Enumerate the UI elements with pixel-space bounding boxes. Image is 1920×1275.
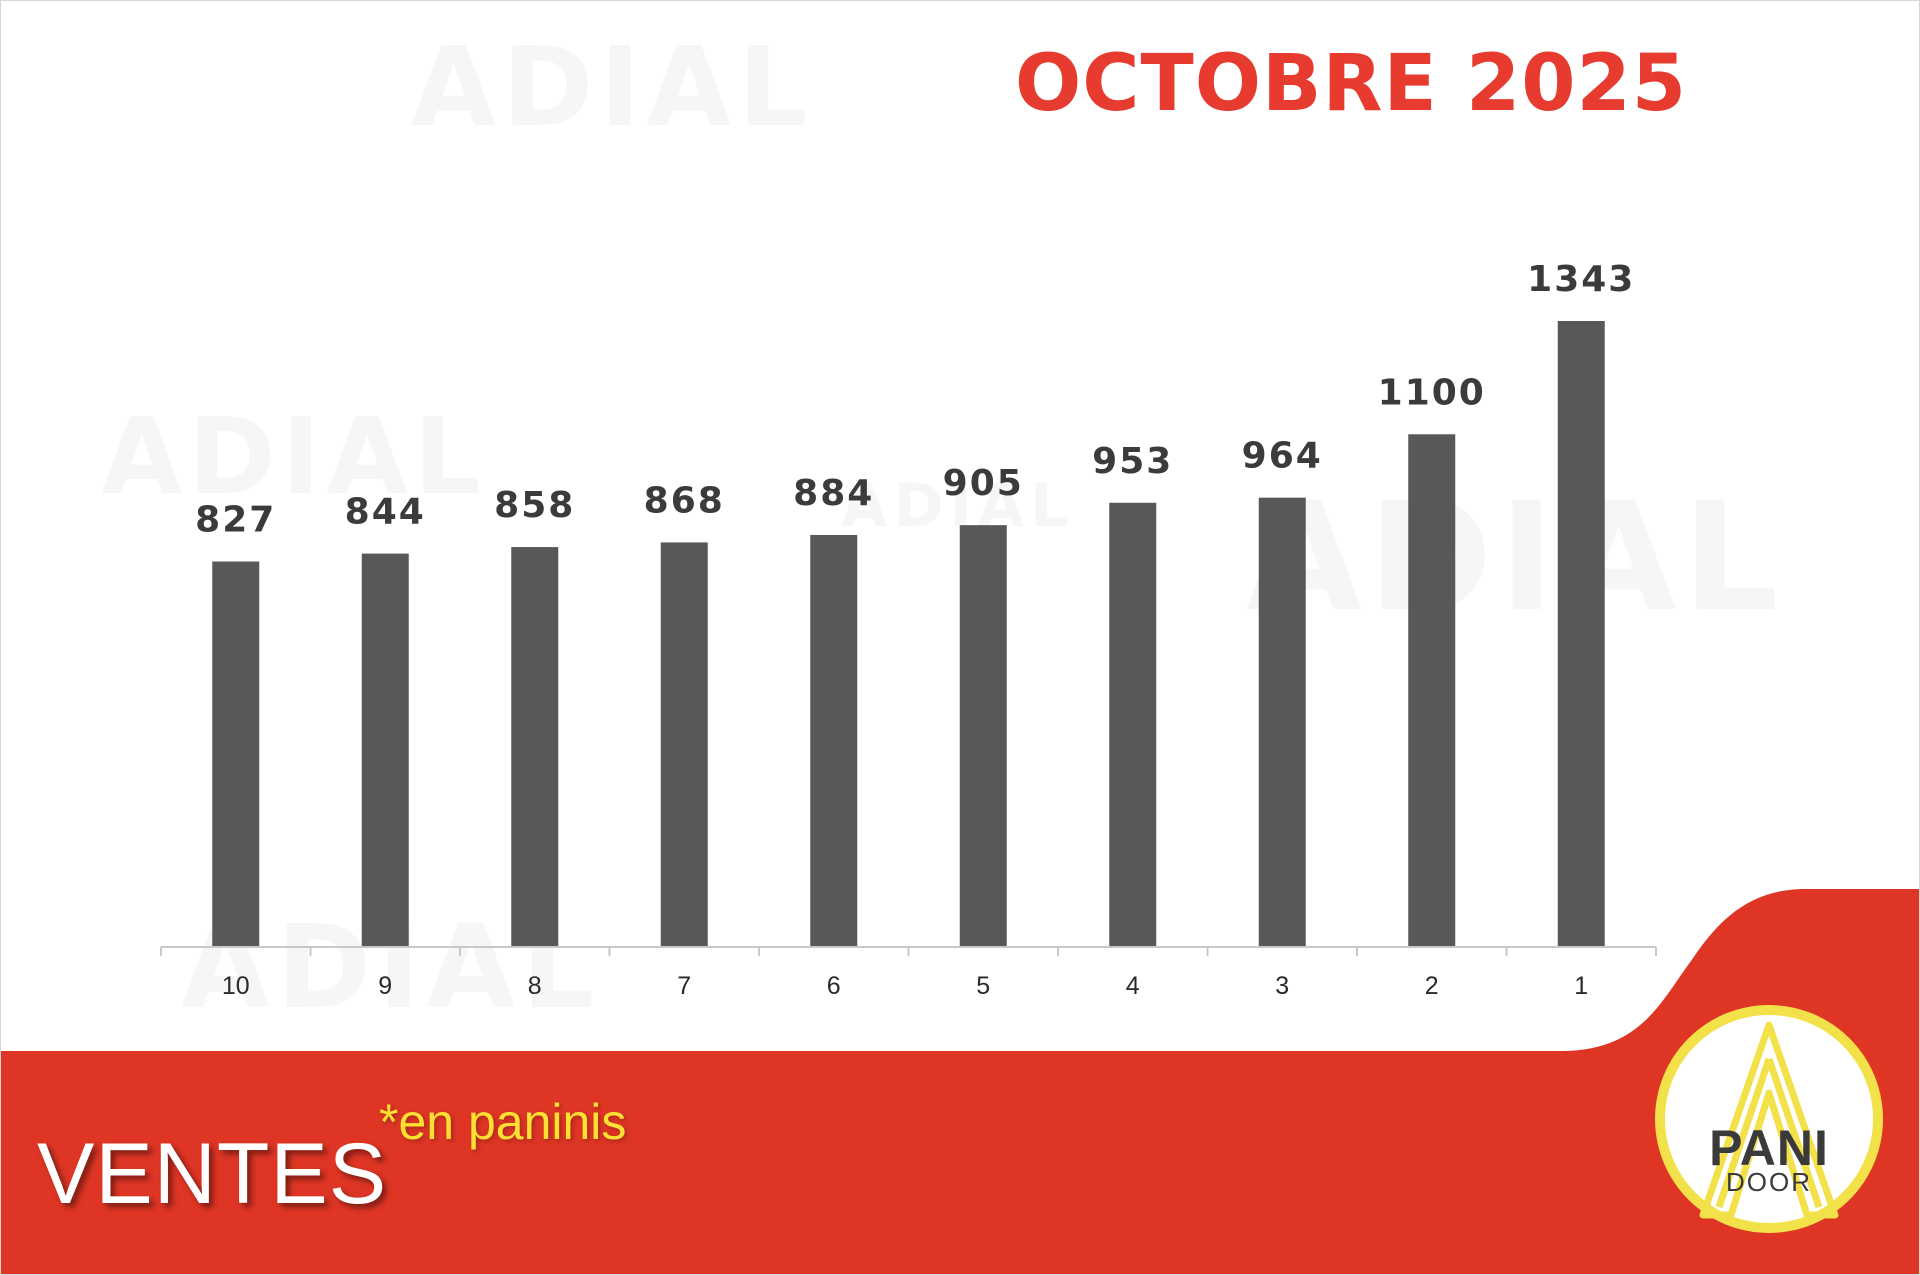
x-tick-label: 3 [1275,972,1289,1000]
x-tick-label: 2 [1425,972,1439,1000]
x-tick-label: 8 [528,972,542,1000]
x-tick-label: 5 [976,972,990,1000]
bar-rank-9 [361,553,409,947]
bar-rank-5 [959,525,1007,947]
bar-rank-3 [1258,497,1306,947]
bar-rank-2 [1408,434,1456,947]
x-tick-label: 6 [827,972,841,1000]
data-label: 905 [943,463,1024,504]
ventes-label: VENTES [37,1126,388,1222]
bar-rank-8 [511,547,559,947]
unit-note: *en paninis [379,1094,627,1150]
data-label: 1343 [1527,259,1635,300]
logo-a-mark [1699,1021,1839,1219]
data-label: 844 [345,492,426,533]
axis-layer: 10 9 8 7 6 5 4 3 2 1 [160,946,1657,1000]
x-tick-label: 1 [1574,972,1588,1000]
chart-title: OCTOBRE 2025 [1014,39,1688,129]
x-tick-label: 9 [378,972,392,1000]
bars-layer: 827 844 858 868 884 905 953 964 1100 1343 [195,259,1635,947]
data-label: 884 [793,473,874,514]
x-tick-label: 4 [1126,972,1140,1000]
x-tick-label: 10 [222,972,250,1000]
bar-rank-7 [660,542,708,947]
panidoor-logo [1655,1005,1883,1233]
data-label: 827 [195,500,276,541]
bar-rank-6 [810,534,858,947]
data-label: 858 [494,485,575,526]
data-label: 868 [644,480,725,521]
bar-rank-10 [212,561,260,947]
data-label: 953 [1092,441,1173,482]
x-tick-label: 7 [677,972,691,1000]
data-label: 1100 [1378,372,1486,413]
bar-rank-4 [1109,502,1157,947]
logo-text-door: DOOR [1726,1167,1812,1197]
logo-text-pani: PANI [1709,1120,1829,1176]
bar-rank-1 [1557,321,1605,947]
footer-band-shape [1,889,1919,1274]
data-label: 964 [1242,436,1323,477]
